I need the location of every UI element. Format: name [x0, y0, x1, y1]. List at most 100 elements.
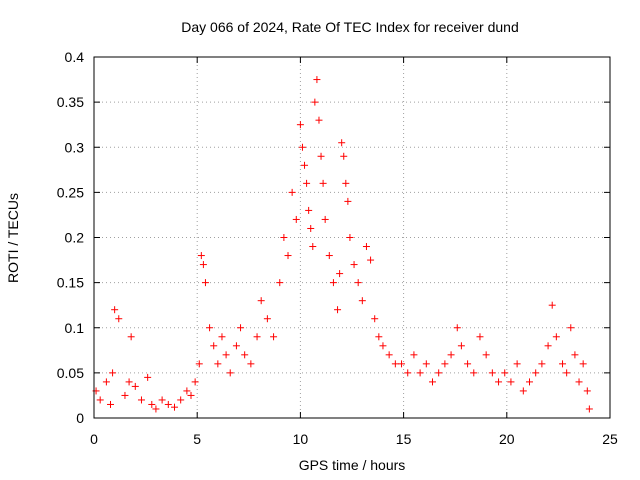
data-point — [559, 360, 567, 368]
y-tick-label: 0.25 — [57, 184, 84, 200]
y-tick-label: 0.15 — [57, 275, 84, 291]
data-point — [183, 387, 191, 395]
data-points — [92, 76, 593, 413]
data-point — [358, 297, 366, 305]
data-point — [476, 333, 484, 341]
data-point — [367, 256, 375, 264]
data-point — [422, 360, 430, 368]
data-point — [336, 270, 344, 278]
data-point — [532, 369, 540, 377]
data-point — [340, 152, 348, 160]
data-point — [385, 351, 393, 359]
data-point — [284, 252, 292, 260]
y-tick-label: 0.2 — [65, 230, 85, 246]
data-point — [288, 188, 296, 196]
y-tick-label: 0.35 — [57, 94, 84, 110]
data-point — [526, 378, 534, 386]
data-point — [319, 179, 327, 187]
data-point — [585, 405, 593, 413]
data-point — [416, 369, 424, 377]
data-point — [375, 333, 383, 341]
data-point — [488, 369, 496, 377]
data-point — [583, 387, 591, 395]
y-tick-label: 0.4 — [65, 49, 85, 65]
data-point — [214, 360, 222, 368]
data-point — [257, 297, 265, 305]
data-point — [296, 121, 304, 129]
data-point — [164, 400, 172, 408]
data-point — [102, 378, 110, 386]
data-point — [464, 360, 472, 368]
data-point — [428, 378, 436, 386]
data-point — [346, 234, 354, 241]
data-point — [131, 382, 139, 390]
data-point — [404, 369, 412, 377]
data-point — [241, 351, 249, 359]
y-axis-label: ROTI / TECUs — [5, 193, 21, 283]
data-point — [548, 301, 556, 309]
data-point — [121, 391, 129, 399]
data-point — [107, 400, 115, 408]
data-point — [321, 215, 329, 223]
data-point — [342, 179, 350, 187]
data-point — [567, 324, 575, 332]
y-tick-label: 0.05 — [57, 365, 84, 381]
data-point — [354, 279, 362, 287]
data-point — [309, 243, 317, 251]
data-point — [158, 396, 166, 404]
data-point — [115, 315, 123, 323]
data-point — [482, 351, 490, 359]
data-point — [379, 342, 387, 350]
data-point — [325, 252, 333, 260]
x-tick-label: 15 — [396, 431, 412, 447]
data-point — [453, 324, 461, 332]
data-point — [253, 333, 261, 341]
data-point — [305, 206, 313, 214]
data-point — [247, 360, 255, 368]
data-point — [222, 351, 230, 359]
data-point — [197, 252, 205, 260]
data-point — [210, 342, 218, 350]
data-point — [191, 378, 199, 386]
data-point — [362, 243, 370, 251]
data-point — [109, 369, 117, 377]
data-point — [410, 351, 418, 359]
data-point — [313, 76, 321, 84]
y-tick-label: 0.1 — [65, 320, 85, 336]
data-point — [148, 400, 156, 408]
data-point — [501, 369, 509, 377]
data-point — [280, 234, 288, 241]
data-point — [495, 378, 503, 386]
data-point — [170, 403, 178, 411]
data-point — [127, 333, 135, 341]
data-point — [435, 369, 443, 377]
data-point — [199, 261, 207, 269]
data-point — [315, 116, 323, 124]
y-tick-label: 0.3 — [65, 139, 85, 155]
x-axis-label: GPS time / hours — [299, 457, 406, 473]
data-point — [125, 378, 133, 386]
x-tick-label: 0 — [90, 431, 98, 447]
x-tick-label: 25 — [602, 431, 618, 447]
data-point — [447, 351, 455, 359]
data-point — [226, 369, 234, 377]
data-point — [111, 306, 119, 314]
data-point — [441, 360, 449, 368]
data-point — [350, 261, 358, 269]
data-point — [513, 360, 521, 368]
data-point — [371, 315, 379, 323]
data-point — [334, 306, 342, 314]
data-point — [329, 279, 337, 287]
data-point — [579, 360, 587, 368]
data-point — [303, 179, 311, 187]
chart-title: Day 066 of 2024, Rate Of TEC Index for r… — [181, 19, 518, 35]
data-point — [144, 373, 152, 381]
data-point — [344, 197, 352, 205]
axis-ticks: 0 5 10 15 20 25 0 0.05 0.1 0.15 0.2 0.25 0.3 0.35 0.4 — [57, 49, 618, 447]
data-point — [201, 279, 209, 287]
data-point — [187, 391, 195, 399]
data-point — [552, 333, 560, 341]
data-point — [563, 369, 571, 377]
data-point — [218, 333, 226, 341]
